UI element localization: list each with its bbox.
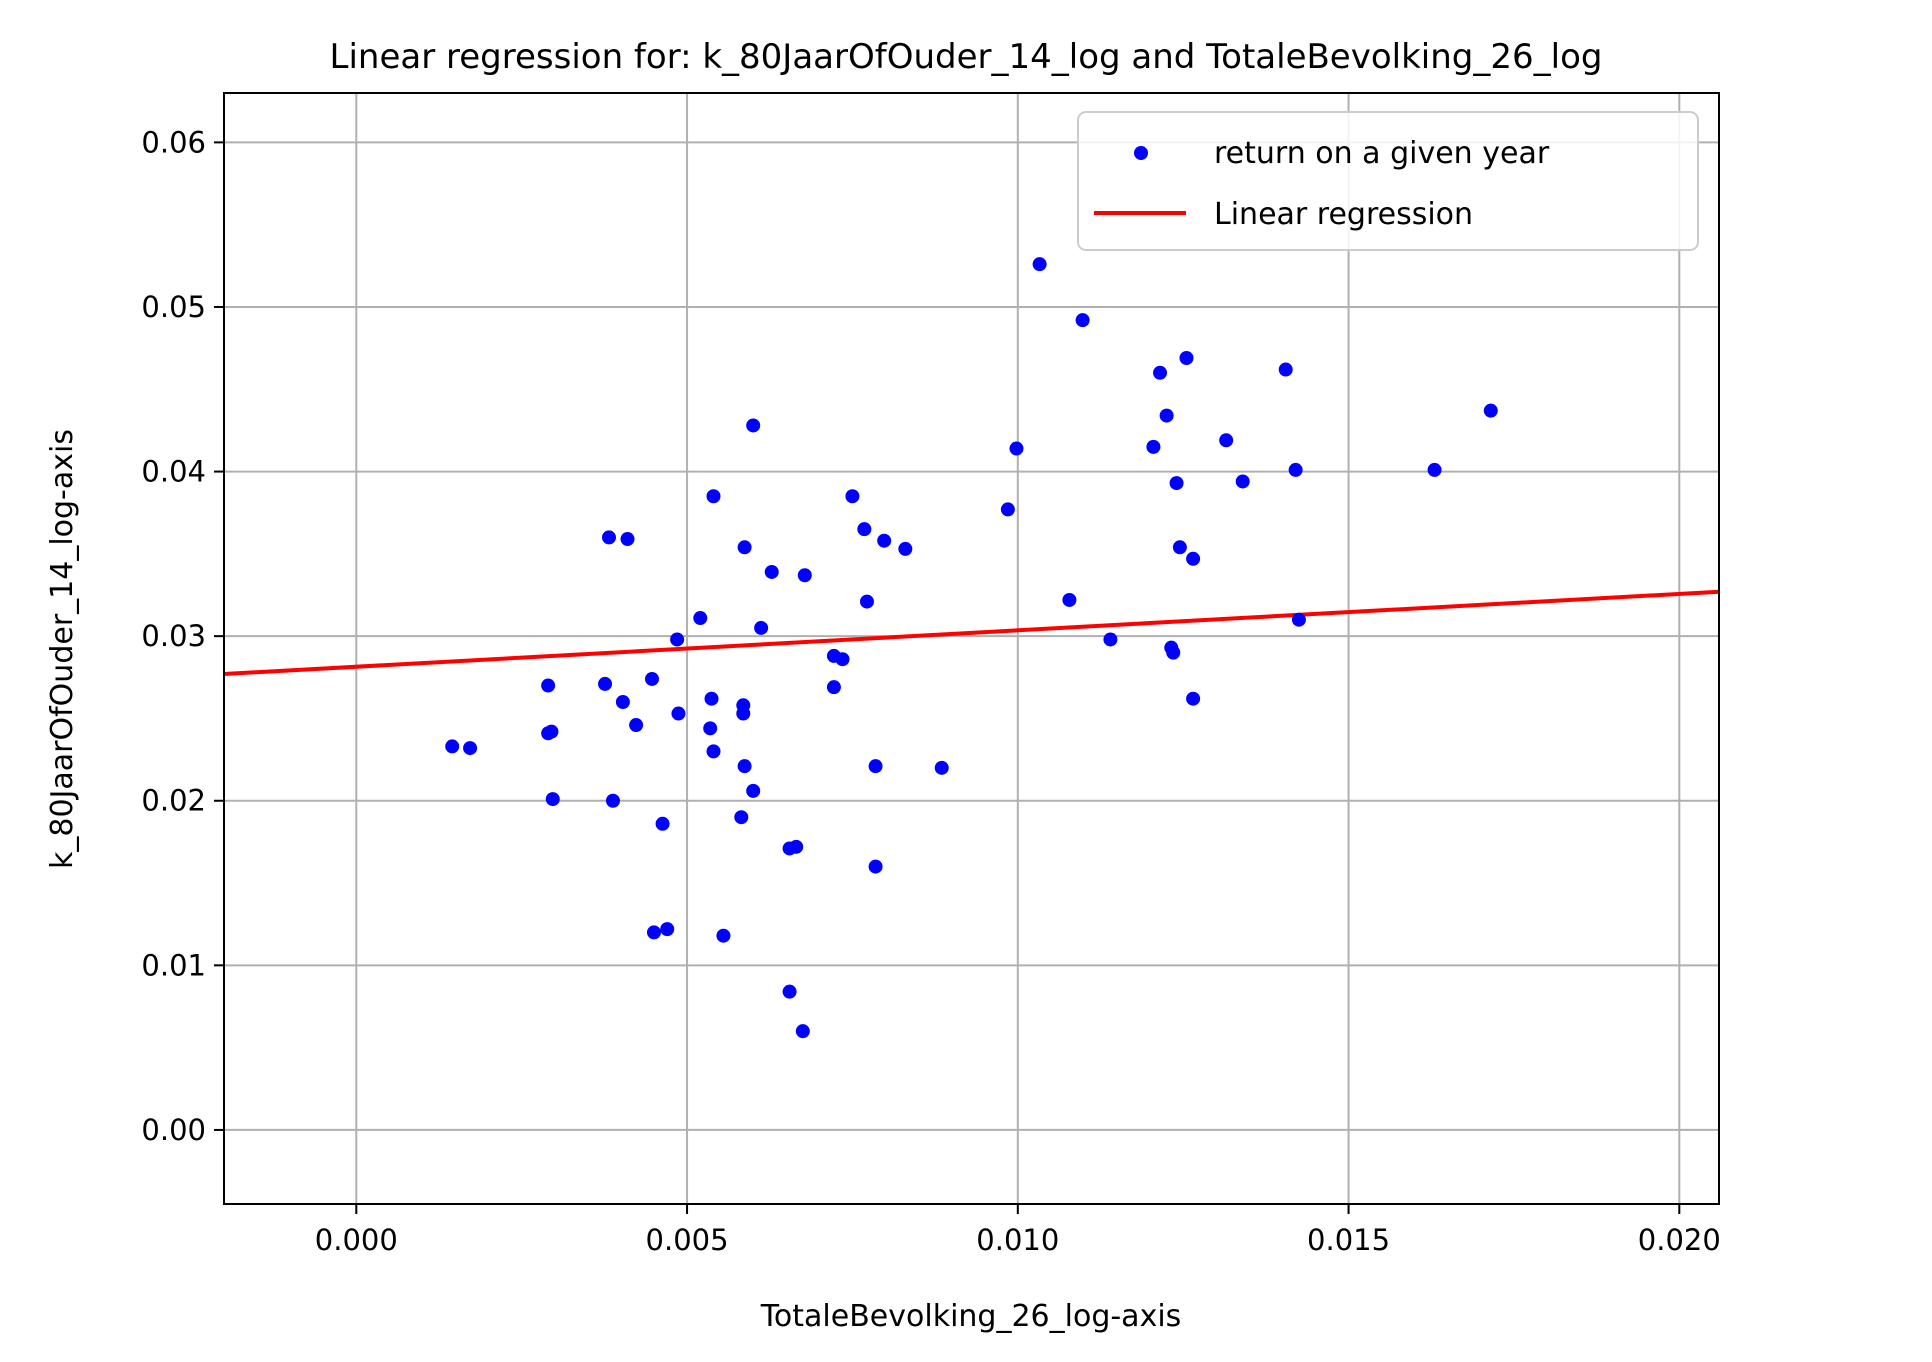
scatter-point [463, 741, 478, 756]
scatter-point [601, 530, 616, 545]
scatter-point [754, 620, 769, 635]
scatter-point [1288, 462, 1303, 477]
scatter-point [737, 540, 752, 555]
legend-box [1077, 111, 1699, 251]
scatter-point [1219, 433, 1234, 448]
scatter-point [1075, 313, 1090, 328]
scatter-point [1172, 540, 1187, 555]
scatter-point [734, 810, 749, 825]
scatter-point [1278, 362, 1293, 377]
regression-line-group [223, 589, 1720, 677]
legend-scatter-marker [1134, 146, 1148, 160]
scatter-point [1153, 365, 1168, 380]
scatter-point [545, 792, 560, 807]
scatter-point [598, 676, 613, 691]
scatter-point [544, 724, 559, 739]
scatter-point [655, 816, 670, 831]
scatter-point [1483, 403, 1498, 418]
scatter-point [670, 632, 685, 647]
scatter-point [1000, 502, 1015, 517]
scatter-point [644, 671, 659, 686]
scatter-point [868, 759, 883, 774]
x-axis-ticks: 0.000 0.005 0.010 0.015 0.020 [315, 1204, 1721, 1257]
scatter-point [671, 706, 686, 721]
scatter-point [826, 680, 841, 695]
scatter-point [845, 489, 860, 504]
scatter-point [782, 984, 797, 999]
scatter-point [859, 594, 874, 609]
scatter-point [706, 489, 721, 504]
scatter-point [934, 760, 949, 775]
regression-line [223, 589, 1720, 677]
plot-frame [223, 92, 1720, 1205]
scatter-point [1186, 551, 1201, 566]
legend-entry-scatter: return on a given year [1214, 136, 1550, 171]
scatter-point [746, 418, 761, 433]
y-axis-ticks: 0.00 0.01 0.02 0.03 0.04 0.05 0.06 [141, 125, 224, 1147]
scatter-point [877, 533, 892, 548]
scatter-point [445, 739, 460, 754]
scatter-point [1179, 350, 1194, 365]
scatter-point [1235, 474, 1250, 489]
y-axis-label: k_80JaarOfOuder_14_log-axis [45, 429, 80, 869]
x-tick-label: 0.015 [1307, 1223, 1390, 1257]
scatter-point [1146, 439, 1161, 454]
y-tick-label: 0.01 [141, 948, 206, 982]
scatter-point [1166, 645, 1181, 660]
scatter-point [620, 532, 635, 547]
scatter-point [605, 793, 620, 808]
scatter-point [857, 522, 872, 537]
x-tick-label: 0.005 [646, 1223, 729, 1257]
scatter-points [445, 257, 1498, 1039]
x-tick-label: 0.020 [1638, 1223, 1721, 1257]
scatter-point [1159, 408, 1174, 423]
y-tick-label: 0.00 [141, 1113, 206, 1147]
scatter-point [703, 721, 718, 736]
scatter-point [615, 694, 630, 709]
scatter-point [646, 925, 661, 940]
scatter-point [868, 859, 883, 874]
scatter-point [629, 718, 644, 733]
scatter-point [835, 652, 850, 667]
y-tick-label: 0.03 [141, 619, 206, 653]
scatter-point [693, 611, 708, 626]
scatter-point [1032, 257, 1047, 272]
scatter-point [1291, 612, 1306, 627]
scatter-point [737, 759, 752, 774]
scatter-point [1103, 632, 1118, 647]
scatter-point [789, 839, 804, 854]
x-tick-label: 0.000 [315, 1223, 398, 1257]
scatter-point [764, 564, 779, 579]
scatter-point [1009, 441, 1024, 456]
x-axis-label: TotaleBevolking_26_log-axis [760, 1299, 1182, 1334]
chart-title: Linear regression for: k_80JaarOfOuder_1… [330, 37, 1603, 77]
scatter-point [1186, 691, 1201, 706]
y-tick-label: 0.04 [141, 455, 206, 489]
scatter-point [746, 783, 761, 798]
y-tick-label: 0.02 [141, 784, 206, 818]
y-tick-label: 0.05 [141, 290, 206, 324]
scatter-point [797, 568, 812, 583]
scatter-point [704, 691, 719, 706]
scatter-point [706, 744, 721, 759]
scatter-point [898, 541, 913, 556]
scatter-point [1427, 462, 1442, 477]
scatter-point [660, 922, 675, 937]
scatter-point [716, 928, 731, 943]
scatter-point [736, 698, 751, 713]
y-tick-label: 0.06 [141, 125, 206, 159]
scatter-point [541, 678, 556, 693]
legend: return on a given year Linear regression [1077, 111, 1699, 251]
scatter-point [1062, 592, 1077, 607]
x-tick-label: 0.010 [976, 1223, 1059, 1257]
scatter-point [795, 1024, 810, 1039]
scatter-point [1169, 476, 1184, 491]
legend-entry-regression: Linear regression [1214, 197, 1473, 232]
